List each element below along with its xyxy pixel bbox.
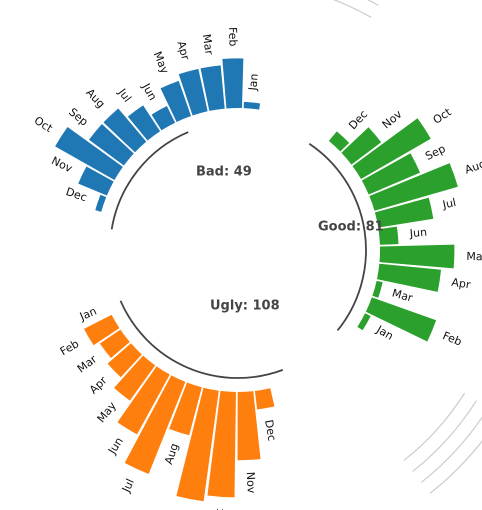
bar-bad-nov: [78, 166, 114, 196]
month-label-ugly-aug: Aug: [162, 442, 181, 466]
group-labels-layer: Bad: 49 Good: 81 Ugly: 108: [196, 165, 384, 314]
group-label-ugly: Ugly: 108: [210, 299, 280, 314]
bar-good-oct: [352, 118, 431, 180]
decorative-arc: [403, 392, 466, 461]
bar-bad-sep: [88, 124, 134, 166]
month-label-good-mar: Mar: [391, 287, 415, 305]
decorative-arc: [332, 0, 372, 19]
bar-good-nov: [341, 127, 382, 165]
bars-layer: [55, 58, 458, 502]
bar-bad-jun: [151, 106, 176, 131]
bar-bad-apr: [178, 68, 208, 116]
bar-ugly-sep: [176, 387, 219, 502]
bar-good-jan: [357, 313, 371, 331]
bar-bad-dec: [95, 194, 107, 212]
bar-good-apr: [376, 263, 442, 292]
month-label-good-dec: Dec: [346, 108, 370, 132]
month-label-ugly-mar: Mar: [75, 352, 100, 375]
bar-bad-mar: [200, 65, 225, 111]
month-label-good-sep: Sep: [423, 142, 447, 163]
month-label-bad-may: May: [151, 50, 172, 76]
month-label-ugly-apr: Apr: [87, 374, 110, 397]
bar-good-feb: [365, 297, 437, 342]
month-label-good-jun: Jun: [408, 226, 427, 241]
month-label-ugly-dec: Dec: [262, 419, 278, 442]
bar-bad-may: [160, 80, 192, 122]
group-arcs-layer: [110, 131, 367, 379]
month-label-bad-oct: Oct: [32, 114, 56, 136]
month-label-bad-sep: Sep: [66, 105, 90, 128]
month-label-bad-dec: Dec: [64, 185, 88, 204]
month-label-good-may: May: [466, 250, 482, 264]
bar-good-may: [379, 244, 455, 269]
group-label-good: Good: 81: [318, 220, 384, 235]
month-label-good-jan: Jan: [373, 323, 395, 343]
month-label-ugly-oct: Oct: [212, 508, 226, 510]
month-label-good-aug: Aug: [463, 157, 482, 176]
bar-ugly-mar: [99, 329, 130, 359]
month-label-ugly-nov: Nov: [244, 472, 258, 495]
month-label-bad-feb: Feb: [226, 27, 240, 47]
bar-bad-jan: [243, 101, 261, 110]
month-label-bad-apr: Apr: [174, 40, 192, 62]
month-label-ugly-jan: Jan: [77, 305, 99, 324]
month-label-bad-jun: Jun: [139, 80, 159, 102]
bar-good-dec: [328, 131, 350, 152]
bar-good-jun: [378, 226, 399, 245]
bar-ugly-nov: [237, 391, 261, 461]
month-label-ugly-may: May: [95, 399, 120, 425]
group-label-bad: Bad: 49: [196, 165, 252, 180]
month-label-bad-mar: Mar: [200, 33, 216, 56]
group-arc-ugly: [119, 300, 284, 379]
bar-bad-jul: [127, 105, 161, 141]
group-arc-good: [308, 142, 367, 332]
decorative-arc: [367, 0, 379, 6]
bar-good-sep: [361, 153, 421, 195]
bar-bad-oct: [55, 126, 123, 181]
bar-ugly-jul: [124, 375, 186, 475]
bar-ugly-dec: [254, 388, 275, 410]
decorative-arc: [429, 440, 482, 494]
bar-good-aug: [369, 163, 458, 211]
bar-ugly-oct: [207, 390, 236, 498]
month-label-ugly-jun: Jun: [105, 435, 126, 457]
decorative-arc: [420, 416, 482, 483]
month-label-good-oct: Oct: [431, 105, 455, 127]
month-label-good-nov: Nov: [380, 107, 405, 131]
month-label-good-apr: Apr: [451, 276, 472, 292]
month-label-ugly-feb: Feb: [58, 337, 81, 358]
month-label-bad-jan: Jan: [246, 73, 261, 92]
bar-ugly-apr: [107, 343, 142, 378]
month-label-bad-aug: Aug: [83, 86, 107, 111]
bar-ugly-aug: [169, 382, 202, 436]
month-label-bad-jul: Jul: [115, 85, 134, 104]
month-label-bad-nov: Nov: [49, 154, 74, 175]
month-label-good-feb: Feb: [441, 329, 464, 349]
decorative-arc: [412, 400, 477, 472]
bar-ugly-jun: [117, 366, 170, 435]
group-arc-bad: [110, 131, 189, 230]
bar-good-mar: [372, 280, 383, 298]
month-label-ugly-jul: Jul: [119, 477, 137, 495]
decorative-arcs: [332, 0, 482, 494]
bar-ugly-feb: [84, 314, 120, 346]
bar-good-jul: [374, 197, 434, 228]
bar-ugly-may: [114, 355, 156, 401]
bar-bad-feb: [222, 58, 244, 109]
bar-bad-aug: [103, 108, 147, 153]
month-label-good-jul: Jul: [441, 196, 458, 212]
